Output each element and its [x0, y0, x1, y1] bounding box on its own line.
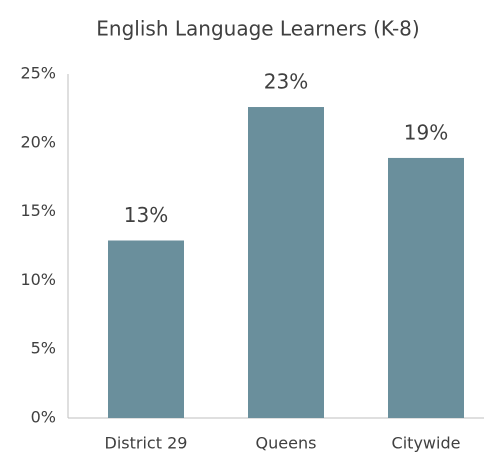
y-tick-label: 5%: [31, 339, 56, 358]
bar: [248, 107, 324, 419]
x-tick-label: Citywide: [392, 434, 461, 453]
x-tick-label: District 29: [105, 434, 188, 453]
y-tick-label: 15%: [20, 201, 56, 220]
y-tick-label: 10%: [20, 270, 56, 289]
value-label: 23%: [264, 70, 308, 94]
value-label: 13%: [124, 203, 168, 227]
chart-title: English Language Learners (K-8): [96, 17, 419, 41]
bar: [388, 157, 464, 418]
y-tick-label: 0%: [31, 408, 56, 427]
bar: [108, 240, 184, 418]
value-label: 19%: [404, 120, 448, 144]
y-tick-label: 20%: [20, 132, 56, 151]
y-tick-label: 25%: [20, 64, 56, 83]
x-tick-label: Queens: [256, 434, 317, 453]
